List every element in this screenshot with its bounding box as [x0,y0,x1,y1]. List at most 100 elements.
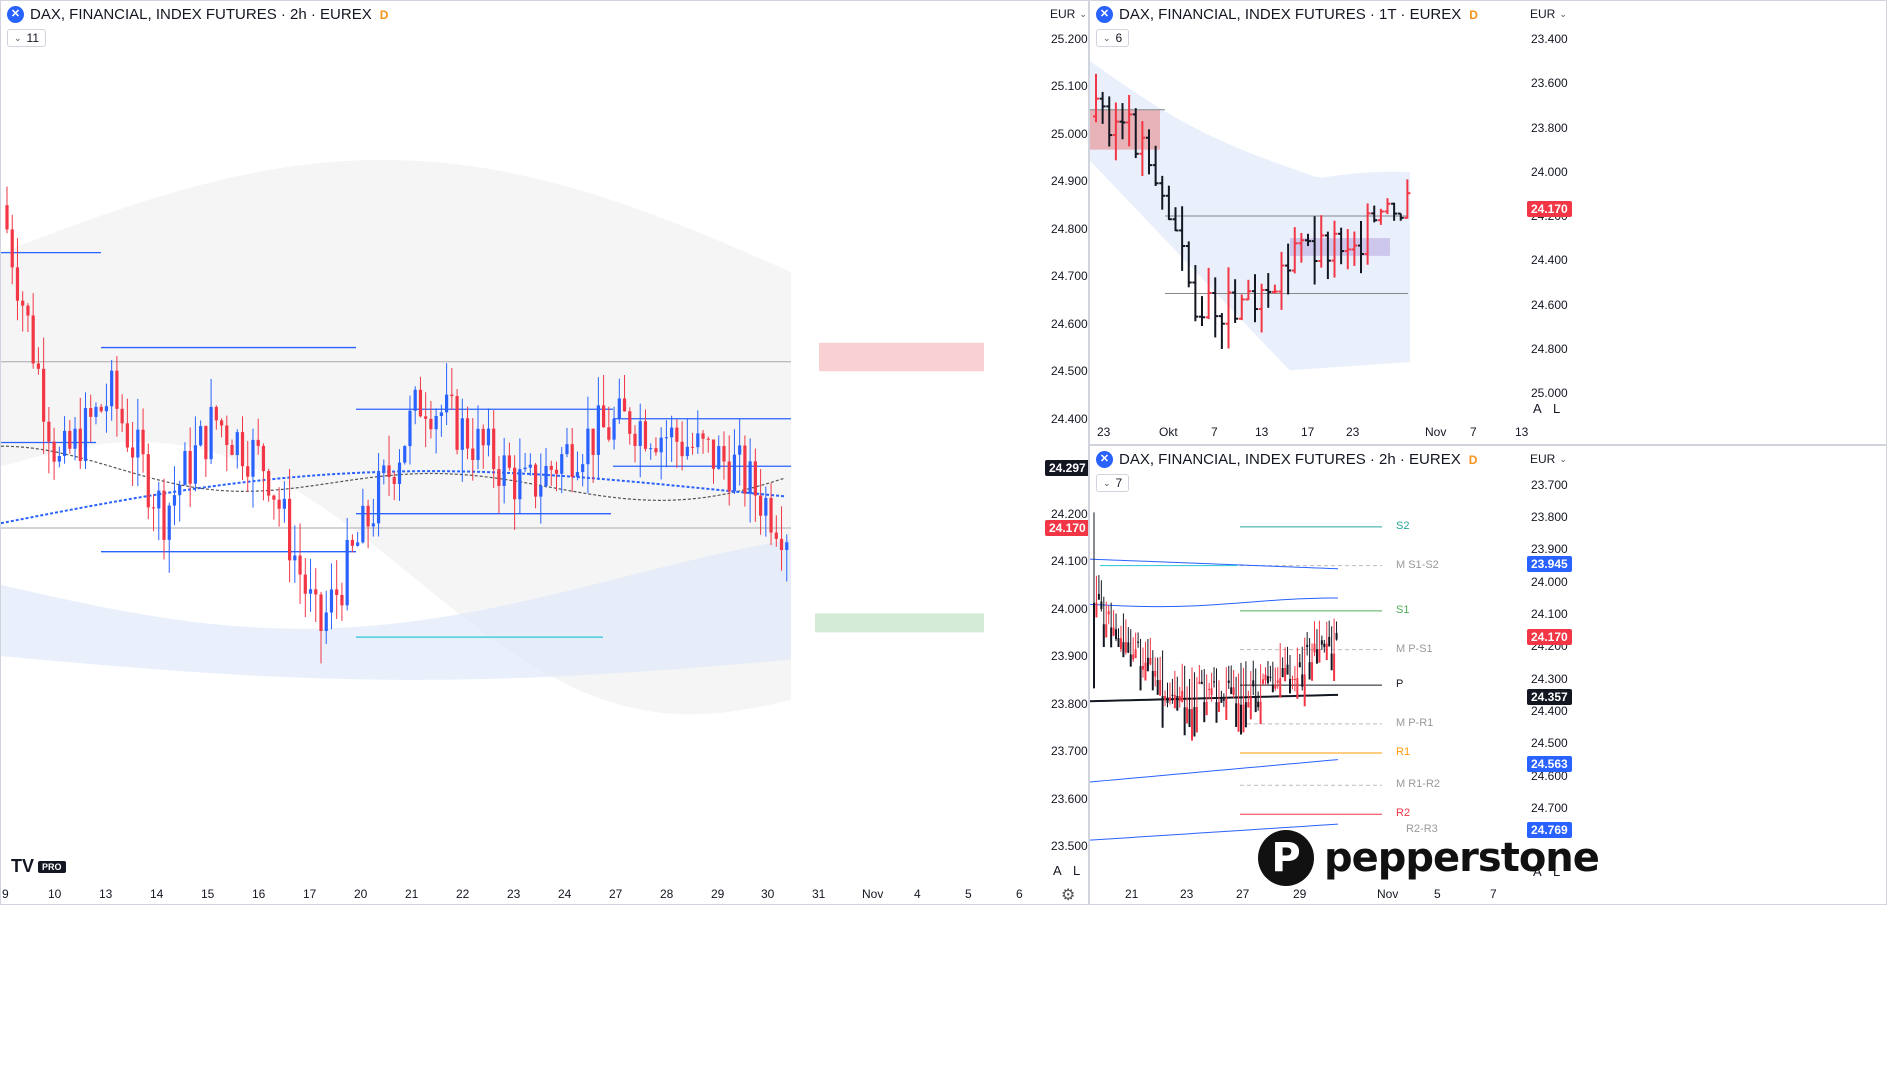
currency-label: EUR [1530,7,1556,21]
candle-body [1276,680,1279,683]
tradingview-logo[interactable]: TV PRO [11,856,66,877]
log-scale-button[interactable]: L [1553,864,1561,879]
candle-body [743,445,747,494]
candle-body [1193,707,1196,737]
candle-body [1220,697,1223,703]
candle-body [1291,679,1294,681]
candle-body [277,499,281,509]
candle-body [282,498,286,509]
indicators-toggle[interactable]: ⌄ 11 [7,29,47,47]
pivot-label: M R1-R2 [1396,778,1441,791]
candle-body [1115,629,1118,640]
daily-chart-plot[interactable] [1090,1,1887,445]
price-tick-label: 25.100 [1051,79,1088,94]
candle-body [1274,684,1277,689]
candle-body [267,471,271,496]
candle-body [1093,602,1095,689]
currency-select[interactable]: EUR ⌄ [1530,7,1567,21]
price-tick-label: 24.500 [1531,736,1568,751]
auto-scale-button[interactable]: A [1533,401,1542,416]
candle-body [256,439,260,446]
candle-body [167,505,171,540]
time-tick-label: 7 [1490,887,1497,901]
daily-chart-header[interactable]: ✕ DAX, FINANCIAL, INDEX FUTURES · 1T · E… [1096,6,1478,23]
log-scale-button[interactable]: L [1073,863,1081,878]
main-chart-header[interactable]: ✕ DAX, FINANCIAL, INDEX FUTURES · 2h · E… [7,6,388,23]
candle-body [1320,640,1323,645]
envelope-mid [1090,759,1339,783]
candle-body [303,574,307,594]
time-tick-label: 17 [303,887,317,901]
price-tick-label: 23.700 [1531,477,1568,492]
candle-body [356,542,360,546]
candle-body [1142,666,1144,670]
log-scale-button[interactable]: L [1553,401,1561,416]
auto-scale-button[interactable]: A [1533,864,1542,879]
main-chart-plot[interactable] [1,1,1089,905]
candle-body [612,418,616,440]
candle-body [1164,696,1167,701]
candle-body [1222,699,1225,701]
candle-body [1323,643,1326,648]
currency-label: EUR [1530,452,1556,466]
candle-body [670,427,674,438]
logo-pro-badge: PRO [38,860,66,873]
price-tick-label: 24.000 [1531,574,1568,589]
candle-body [654,448,658,453]
candle-body [1144,662,1147,681]
candle-body [125,423,129,448]
candle-body [1217,702,1220,712]
indicator-count: 6 [1115,31,1123,45]
time-tick-label: 10 [48,887,62,901]
candle-body [251,439,255,477]
candle-body [1198,681,1201,684]
currency-select[interactable]: EUR ⌄ [1530,452,1567,466]
candle-body [1213,681,1216,683]
pepperstone-logo: P pepperstone [1258,830,1600,886]
time-tick-label: 9 [2,887,9,901]
candle-body [1112,627,1115,636]
main-chart-panel[interactable]: ✕ DAX, FINANCIAL, INDEX FUTURES · 2h · E… [0,0,1089,905]
candle-body [272,495,276,500]
candle-body [717,446,721,469]
candle-body [21,300,25,306]
time-tick-label: Okt [1159,425,1178,439]
candle-body [131,447,135,458]
candle-body [361,505,365,543]
price-tick-label: 24.400 [1531,253,1568,268]
candle-body [1301,674,1304,687]
candle-body [1183,707,1186,736]
candle-body [1298,662,1301,668]
price-tick-label: 23.700 [1051,744,1088,759]
pivot-chart-header[interactable]: ✕ DAX, FINANCIAL, INDEX FUTURES · 2h · E… [1096,451,1477,468]
candle-body [120,408,124,424]
time-tick-label: Nov [1377,887,1399,901]
candle-body [319,594,323,632]
indicators-toggle[interactable]: ⌄ 6 [1096,29,1130,47]
candle-body [418,389,423,417]
daily-chart-panel[interactable]: ✕ DAX, FINANCIAL, INDEX FUTURES · 1T · E… [1089,0,1887,445]
time-tick-label: 7 [1470,425,1477,439]
currency-select[interactable]: EUR ⌄ [1050,7,1087,21]
pivot-label: S2 [1396,519,1410,532]
candle-body [382,465,386,473]
candle-body [450,394,454,397]
price-tick-label: 24.400 [1531,703,1568,718]
candle-body [565,444,569,455]
price-tag-label: 24.769 [1527,822,1572,839]
candle-body [1117,638,1120,648]
candle-body [513,467,517,500]
indicators-toggle[interactable]: ⌄ 7 [1096,474,1130,492]
indicator-count: 11 [26,31,40,45]
candle-body [429,418,433,430]
time-tick-label: 28 [660,887,674,901]
auto-scale-button[interactable]: A [1053,863,1062,878]
candle-body [235,432,239,456]
candle-body [403,446,407,463]
pivot-chart-panel[interactable]: ✕ DAX, FINANCIAL, INDEX FUTURES · 2h · E… [1089,445,1887,905]
blue-band [1,539,791,680]
candle-body [701,433,705,439]
pivot-chart-plot[interactable] [1090,446,1887,905]
candle-body [1168,697,1171,701]
gear-icon[interactable]: ⚙ [1061,887,1076,904]
